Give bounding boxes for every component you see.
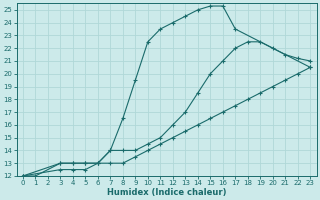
X-axis label: Humidex (Indice chaleur): Humidex (Indice chaleur) (107, 188, 226, 197)
